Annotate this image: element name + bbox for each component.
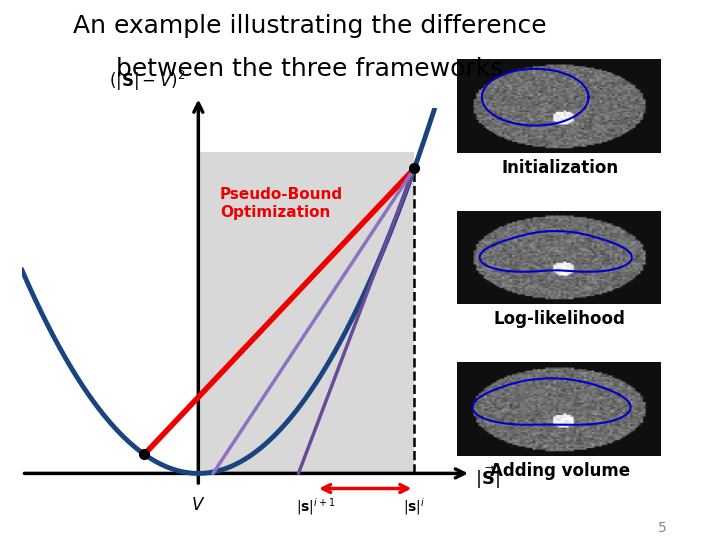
Text: 5: 5 [658, 521, 667, 535]
Text: $|\vec{\mathbf{S}}|$: $|\vec{\mathbf{S}}|$ [475, 464, 500, 491]
Text: Pseudo-Bound
Optimization: Pseudo-Bound Optimization [220, 187, 343, 220]
Text: $|\mathbf{s}|^{i+1}$: $|\mathbf{s}|^{i+1}$ [297, 496, 336, 517]
Text: Adding volume: Adding volume [490, 462, 630, 480]
Text: $V$: $V$ [191, 496, 205, 514]
Text: $|\mathbf{s}|^{i}$: $|\mathbf{s}|^{i}$ [403, 496, 426, 517]
Text: Log-likelihood: Log-likelihood [494, 310, 626, 328]
Text: $(|\mathbf{S}| - V)^2$: $(|\mathbf{S}| - V)^2$ [109, 69, 185, 93]
Text: An example illustrating the difference: An example illustrating the difference [73, 14, 546, 37]
Text: Initialization: Initialization [501, 159, 618, 177]
Text: between the three frameworks: between the three frameworks [116, 57, 503, 80]
